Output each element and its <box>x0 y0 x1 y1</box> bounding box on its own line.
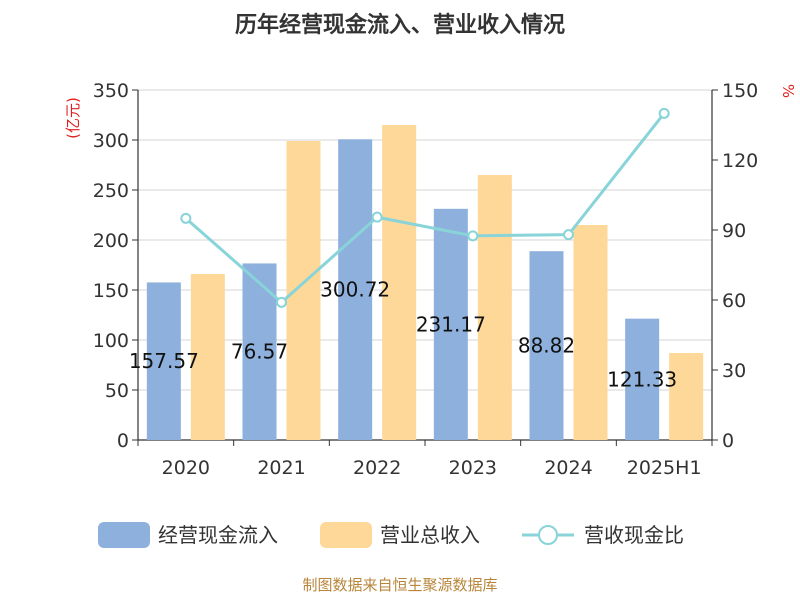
legend-marker <box>538 525 558 545</box>
legend-swatch <box>320 522 372 548</box>
x-axis-tick-label: 2020 <box>162 457 210 479</box>
left-axis-tick-label: 250 <box>93 180 129 202</box>
cash-inflow-bar <box>529 251 564 440</box>
legend-swatch <box>98 522 150 548</box>
revenue-bar <box>573 225 608 440</box>
left-axis-tick-label: 100 <box>93 330 129 352</box>
left-axis-tick-label: 150 <box>93 280 129 302</box>
left-axis-tick-label: 350 <box>93 80 129 102</box>
revenue-bar <box>190 274 225 440</box>
data-label: 300.72 <box>320 278 390 302</box>
cash-inflow-bar <box>146 282 181 440</box>
bars <box>146 125 704 440</box>
left-axis-tick-label: 300 <box>93 130 129 152</box>
legend-label: 营业总收入 <box>380 523 480 547</box>
ratio-line-series <box>180 107 670 308</box>
ratio-point <box>276 296 287 308</box>
data-label: 76.57 <box>231 340 288 364</box>
data-label: 157.57 <box>129 349 199 373</box>
right-axis-tick-label: 90 <box>722 220 746 242</box>
ratio-point <box>371 211 383 223</box>
cash-inflow-bar <box>433 208 468 440</box>
left-axis-unit: (亿元) <box>64 97 82 139</box>
revenue-bar <box>382 125 417 440</box>
chart-title: 历年经营现金流入、营业收入情况 <box>235 12 565 38</box>
left-axis-tick-label: 0 <box>117 430 129 452</box>
gridlines <box>138 89 712 441</box>
data-labels: 157.57 76.57 300.72 231.17 88.82 121.33 <box>129 278 677 392</box>
source-note: 制图数据来自恒生聚源数据库 <box>302 576 497 594</box>
right-axis-tick-label: 60 <box>722 290 746 312</box>
left-axis-tick-label: 200 <box>93 230 129 252</box>
axes: 0 50 100 150 200 250 300 350 0 30 60 90 120 150 2020 20… <box>93 80 759 479</box>
cash-inflow-bar <box>338 139 373 440</box>
right-axis-unit: % <box>779 84 797 98</box>
revenue-bar <box>477 175 512 440</box>
x-axis-tick-label: 2024 <box>544 457 592 479</box>
right-axis-tick-label: 0 <box>722 430 734 452</box>
ratio-point <box>658 107 670 119</box>
ratio-point <box>563 229 574 241</box>
data-label: 121.33 <box>607 367 677 391</box>
cash-inflow-bar <box>625 318 660 440</box>
x-axis-tick-label: 2022 <box>353 457 401 479</box>
x-axis-tick-label: 2025H1 <box>627 457 702 479</box>
right-axis-tick-label: 30 <box>722 360 746 382</box>
left-axis-tick-label: 50 <box>105 380 129 402</box>
x-axis-tick-label: 2023 <box>449 457 497 479</box>
ratio-line <box>184 112 666 305</box>
x-axis-tick-label: 2021 <box>257 457 305 479</box>
revenue-bar <box>669 353 704 440</box>
right-axis-tick-label: 120 <box>722 150 758 172</box>
revenue-bar <box>286 141 321 440</box>
data-label: 231.17 <box>416 312 486 336</box>
right-axis-tick-label: 150 <box>722 80 758 102</box>
legend-label: 营收现金比 <box>584 523 684 547</box>
legend-label: 经营现金流入 <box>158 523 278 547</box>
ratio-point <box>467 230 479 242</box>
data-label: 88.82 <box>518 334 575 358</box>
legend: 经营现金流入 营业总收入 营收现金比 <box>98 522 684 548</box>
ratio-point <box>180 212 192 224</box>
